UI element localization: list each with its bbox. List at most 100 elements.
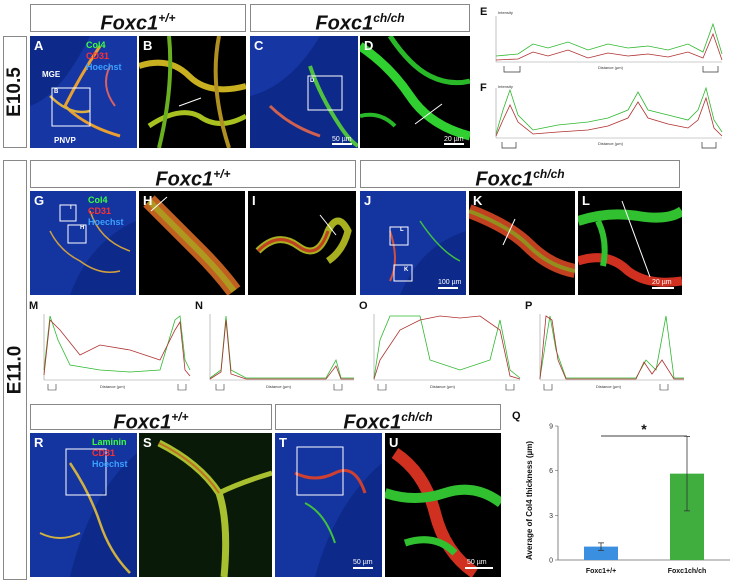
- row-label-text: E11.0: [4, 345, 26, 395]
- panel-k-image: [469, 204, 575, 278]
- panel-letter: D: [364, 38, 374, 53]
- panel-i: I: [248, 191, 356, 295]
- profile-y-axis-label: Intensity: [498, 84, 513, 89]
- panel-letter: L: [582, 193, 590, 208]
- stain-laminin: Laminin: [92, 437, 127, 447]
- stain-legend: Laminin CD31 Hoechst: [92, 437, 128, 470]
- scalebar: [652, 287, 674, 289]
- panel-letter: N: [195, 300, 203, 312]
- profile-e-plot: Distance (µm) Intensity: [495, 10, 723, 73]
- scalebar-label: 50 µm: [353, 559, 373, 566]
- gene-name: Foxc1: [315, 12, 374, 35]
- significance-star: *: [641, 421, 647, 437]
- panel-c-image: [250, 36, 358, 148]
- header-bot-wildtype: Foxc1+/+: [30, 404, 272, 434]
- row-label-e10-5: E10.5: [3, 36, 27, 148]
- panel-f-profile: F Distance (µm) Intensity: [478, 80, 732, 152]
- scalebar-label: 20 µm: [652, 279, 672, 286]
- panel-u: U 50 µm: [385, 433, 501, 577]
- stain-col4: Col4: [86, 40, 106, 50]
- profile-f-plot: Distance (µm) Intensity: [495, 84, 723, 149]
- gene-name: Foxc1: [155, 168, 214, 191]
- stain-cd31: CD31: [86, 51, 110, 61]
- panel-g-image: [30, 191, 136, 295]
- panel-letter: F: [480, 82, 487, 94]
- panel-k: K: [469, 191, 575, 295]
- x-tick-label: Foxc1+/+: [586, 568, 616, 575]
- genotype: +/+: [213, 167, 231, 181]
- label-box-l: L: [400, 227, 404, 233]
- header-top-wildtype: Foxc1+/+: [30, 4, 246, 35]
- panel-letter: R: [34, 435, 44, 450]
- panel-letter: K: [473, 193, 483, 208]
- genotype: +/+: [171, 410, 189, 424]
- panel-letter: C: [254, 38, 264, 53]
- stain-hoechst: Hoechst: [86, 62, 122, 72]
- panel-q-chart: Q Average of Col4 thickness (µm) 0 3 6 9 Fox…: [506, 410, 736, 580]
- panel-h: H: [139, 191, 245, 295]
- panel-n-profile: N Distance (µm): [195, 300, 356, 395]
- panel-letter: Q: [512, 410, 521, 422]
- stain-legend: Col4 CD31 Hoechst: [88, 195, 124, 228]
- panel-l: L 20 µm: [578, 191, 682, 295]
- scalebar-label: 50 µm: [332, 136, 352, 143]
- stain-hoechst: Hoechst: [92, 459, 128, 469]
- panel-m-profile: M Distance (µm): [29, 300, 192, 395]
- gene-name: Foxc1: [113, 411, 172, 434]
- scalebar: [444, 143, 464, 145]
- panel-letter: O: [359, 300, 368, 312]
- profile-x-axis-label: Distance (µm): [430, 384, 456, 389]
- header-top-mutant: Foxc1ch/ch: [250, 4, 470, 35]
- panel-letter: M: [29, 300, 39, 312]
- profile-m-plot: Distance (µm): [43, 314, 191, 391]
- panel-c: C D 50 µm: [250, 36, 358, 148]
- profile-x-axis-label: Distance (µm): [598, 141, 624, 146]
- panel-letter: A: [34, 38, 44, 53]
- panel-j: J L K 100 µm: [360, 191, 466, 295]
- panel-letter: I: [252, 193, 256, 208]
- panel-letter: H: [143, 193, 153, 208]
- panel-g: G Col4 CD31 Hoechst I H: [30, 191, 136, 295]
- profile-n-plot: Distance (µm): [209, 314, 354, 391]
- panel-letter: U: [389, 435, 399, 450]
- panel-r: R Laminin CD31 Hoechst: [30, 433, 137, 577]
- x-tick-label: Foxc1ch/ch: [668, 568, 707, 575]
- panel-i-image: [255, 214, 352, 264]
- panel-l-image: [578, 200, 682, 287]
- label-pnvp: PNVP: [54, 136, 76, 145]
- y-tick-label: 3: [549, 513, 553, 520]
- panel-a: A Col4 CD31 Hoechst MGE B PNVP: [30, 36, 137, 148]
- panel-h-image: [143, 195, 241, 295]
- profile-o-plot: Distance (µm): [373, 314, 521, 391]
- header-mid-wildtype: Foxc1+/+: [30, 160, 356, 191]
- panel-letter: G: [34, 193, 45, 208]
- panel-r-image: [30, 433, 137, 577]
- scalebar-label: 100 µm: [438, 279, 462, 286]
- panel-d-image: [360, 36, 470, 141]
- y-tick-label: 9: [549, 424, 553, 431]
- panel-letter: B: [143, 38, 153, 53]
- panel-j-image: [360, 191, 466, 295]
- genotype: ch/ch: [533, 167, 565, 181]
- profile-x-axis-label: Distance (µm): [596, 384, 622, 389]
- stain-cd31: CD31: [88, 206, 112, 216]
- y-tick-label: 0: [549, 558, 553, 565]
- y-axis-label: Average of Col4 thickness (µm): [525, 441, 534, 560]
- profile-p-plot: Distance (µm): [539, 314, 684, 391]
- panel-p-profile: P Distance (µm): [525, 300, 686, 395]
- panel-a-image: [30, 36, 137, 148]
- panel-u-image: [385, 448, 501, 577]
- scalebar: [465, 567, 493, 569]
- profile-x-axis-label: Distance (µm): [266, 384, 292, 389]
- panel-s: S: [139, 433, 272, 577]
- gene-name: Foxc1: [343, 411, 402, 434]
- panel-e-profile: E Distance (µm) Intensity: [478, 4, 732, 76]
- panel-d: D 20 µm: [360, 36, 470, 148]
- panel-letter: T: [279, 435, 287, 450]
- label-box-d: D: [310, 78, 315, 84]
- panel-letter: E: [480, 6, 488, 18]
- panel-b: B: [139, 36, 246, 148]
- stain-legend: Col4 CD31 Hoechst: [86, 40, 122, 73]
- scalebar: [332, 143, 352, 145]
- profile-x-axis-label: Distance (µm): [100, 384, 126, 389]
